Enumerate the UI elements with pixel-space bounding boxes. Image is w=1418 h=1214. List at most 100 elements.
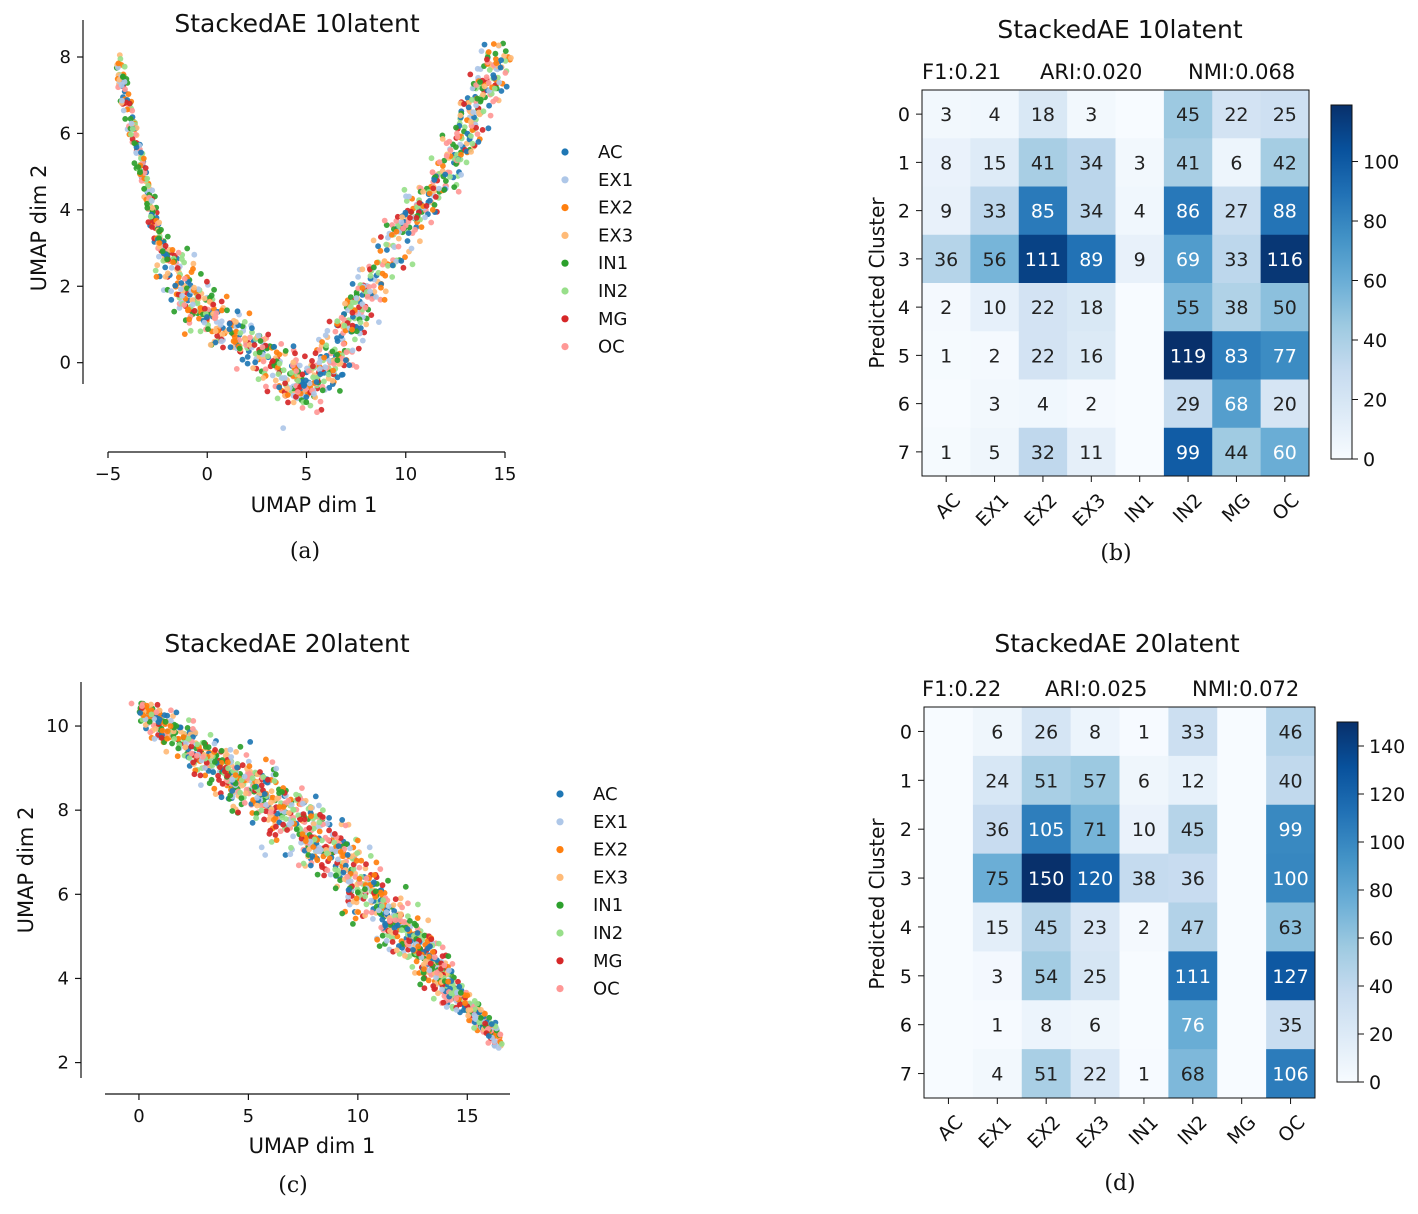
scatter-point (423, 203, 430, 209)
scatter-point (276, 360, 283, 367)
scatter-point (335, 843, 342, 849)
panel-b-heatmap: StackedAE 10latent F1:0.21 ARI:0.020 NMI… (865, 15, 1399, 566)
heatmap-cell (972, 951, 1023, 1001)
scatter-point (334, 338, 341, 344)
scatter-point (307, 402, 314, 409)
scatter-point (410, 947, 416, 953)
scatter-point (353, 328, 360, 335)
scatter-point (226, 326, 233, 333)
panel-b-frame (921, 89, 1310, 477)
scatter-point (311, 836, 318, 843)
scatter-point (400, 264, 407, 271)
y-tick-label: 8 (58, 800, 69, 821)
panel-d-colorbar: 0 20 40 60 80 100 120 140 (1336, 721, 1405, 1094)
scatter-point (177, 286, 184, 292)
legend-label: MG (593, 951, 622, 972)
scatter-point (451, 184, 458, 191)
cell-value: 76 (1181, 1015, 1205, 1037)
scatter-point (334, 318, 341, 325)
legend-label: OC (593, 979, 620, 1000)
scatter-point (207, 341, 214, 348)
cell-value: 5 (989, 442, 1001, 464)
scatter-point (322, 364, 328, 371)
scatter-point (301, 383, 307, 389)
x-tick-label: 0 (202, 464, 213, 485)
cell-value: 3 (940, 104, 952, 126)
heatmap-cell (1217, 804, 1267, 855)
scatter-point (467, 71, 474, 78)
heatmap-cell (922, 138, 971, 187)
colorbar-tick-label: 80 (1369, 880, 1393, 902)
scatter-point (443, 153, 450, 159)
heatmap-cell (1119, 902, 1169, 952)
scatter-point (205, 326, 211, 332)
scatter-point (138, 149, 144, 156)
scatter-point (135, 164, 142, 170)
scatter-point (175, 735, 182, 742)
scatter-point (190, 266, 196, 272)
cell-value: 12 (1181, 770, 1205, 792)
scatter-point (247, 334, 253, 341)
heatmap-cell (924, 951, 974, 1001)
heatmap-cell (922, 331, 971, 380)
scatter-point (398, 219, 405, 226)
scatter-point (288, 369, 295, 376)
scatter-point (334, 374, 341, 381)
scatter-point (483, 74, 490, 81)
scatter-point (377, 248, 384, 254)
scatter-point (258, 807, 265, 814)
scatter-point (156, 240, 163, 246)
panel-a-scatter: StackedAE 10latent −5 0 5 10 15 0 2 4 6 8 UMAP d… (27, 9, 633, 564)
scatter-point (153, 709, 160, 716)
scatter-point (201, 319, 208, 326)
scatter-point (448, 990, 455, 997)
scatter-point (324, 327, 331, 334)
scatter-point (496, 79, 503, 86)
cell-value: 8 (940, 152, 952, 174)
cell-value: 41 (1031, 152, 1055, 174)
cell-value: 3 (991, 966, 1003, 988)
scatter-point (299, 405, 306, 411)
scatter-point (462, 1000, 468, 1007)
heatmap-cell (1266, 755, 1316, 806)
scatter-point (403, 193, 409, 200)
scatter-point (269, 372, 276, 379)
scatter-point (393, 228, 400, 235)
scatter-point (371, 879, 377, 886)
scatter-point (357, 325, 364, 331)
panel-c-points (128, 700, 505, 1051)
legend-label: OC (598, 337, 625, 358)
heatmap-cell (1021, 755, 1072, 806)
scatter-point (392, 896, 399, 903)
scatter-point (225, 759, 231, 766)
scatter-point (353, 364, 360, 370)
cell-value: 99 (1278, 819, 1302, 841)
scatter-point (290, 359, 297, 366)
scatter-point (429, 949, 436, 955)
legend-marker (561, 231, 569, 239)
scatter-point (257, 769, 263, 775)
scatter-point (425, 917, 432, 924)
cell-value: 22 (1224, 104, 1248, 126)
x-tick-label: AC (933, 1111, 967, 1145)
scatter-point (234, 308, 241, 315)
scatter-point (430, 983, 437, 989)
heatmap-cell (1168, 853, 1218, 903)
heatmap-cell (1115, 283, 1165, 332)
heatmap-cell (1260, 138, 1310, 187)
colorbar-tick-label: 140 (1369, 736, 1405, 758)
cell-value: 50 (1273, 297, 1297, 319)
cell-value: 40 (1278, 770, 1302, 792)
scatter-point (352, 915, 359, 922)
cell-value: 120 (1077, 868, 1113, 890)
legend-marker (556, 957, 564, 965)
scatter-point (205, 744, 212, 751)
scatter-point (302, 353, 308, 360)
cell-value: 4 (1134, 201, 1146, 223)
scatter-point (375, 243, 381, 250)
scatter-point (241, 319, 248, 325)
legend-marker (561, 148, 569, 156)
heatmap-cell (922, 379, 971, 429)
scatter-point (486, 1014, 493, 1021)
scatter-point (194, 752, 200, 759)
